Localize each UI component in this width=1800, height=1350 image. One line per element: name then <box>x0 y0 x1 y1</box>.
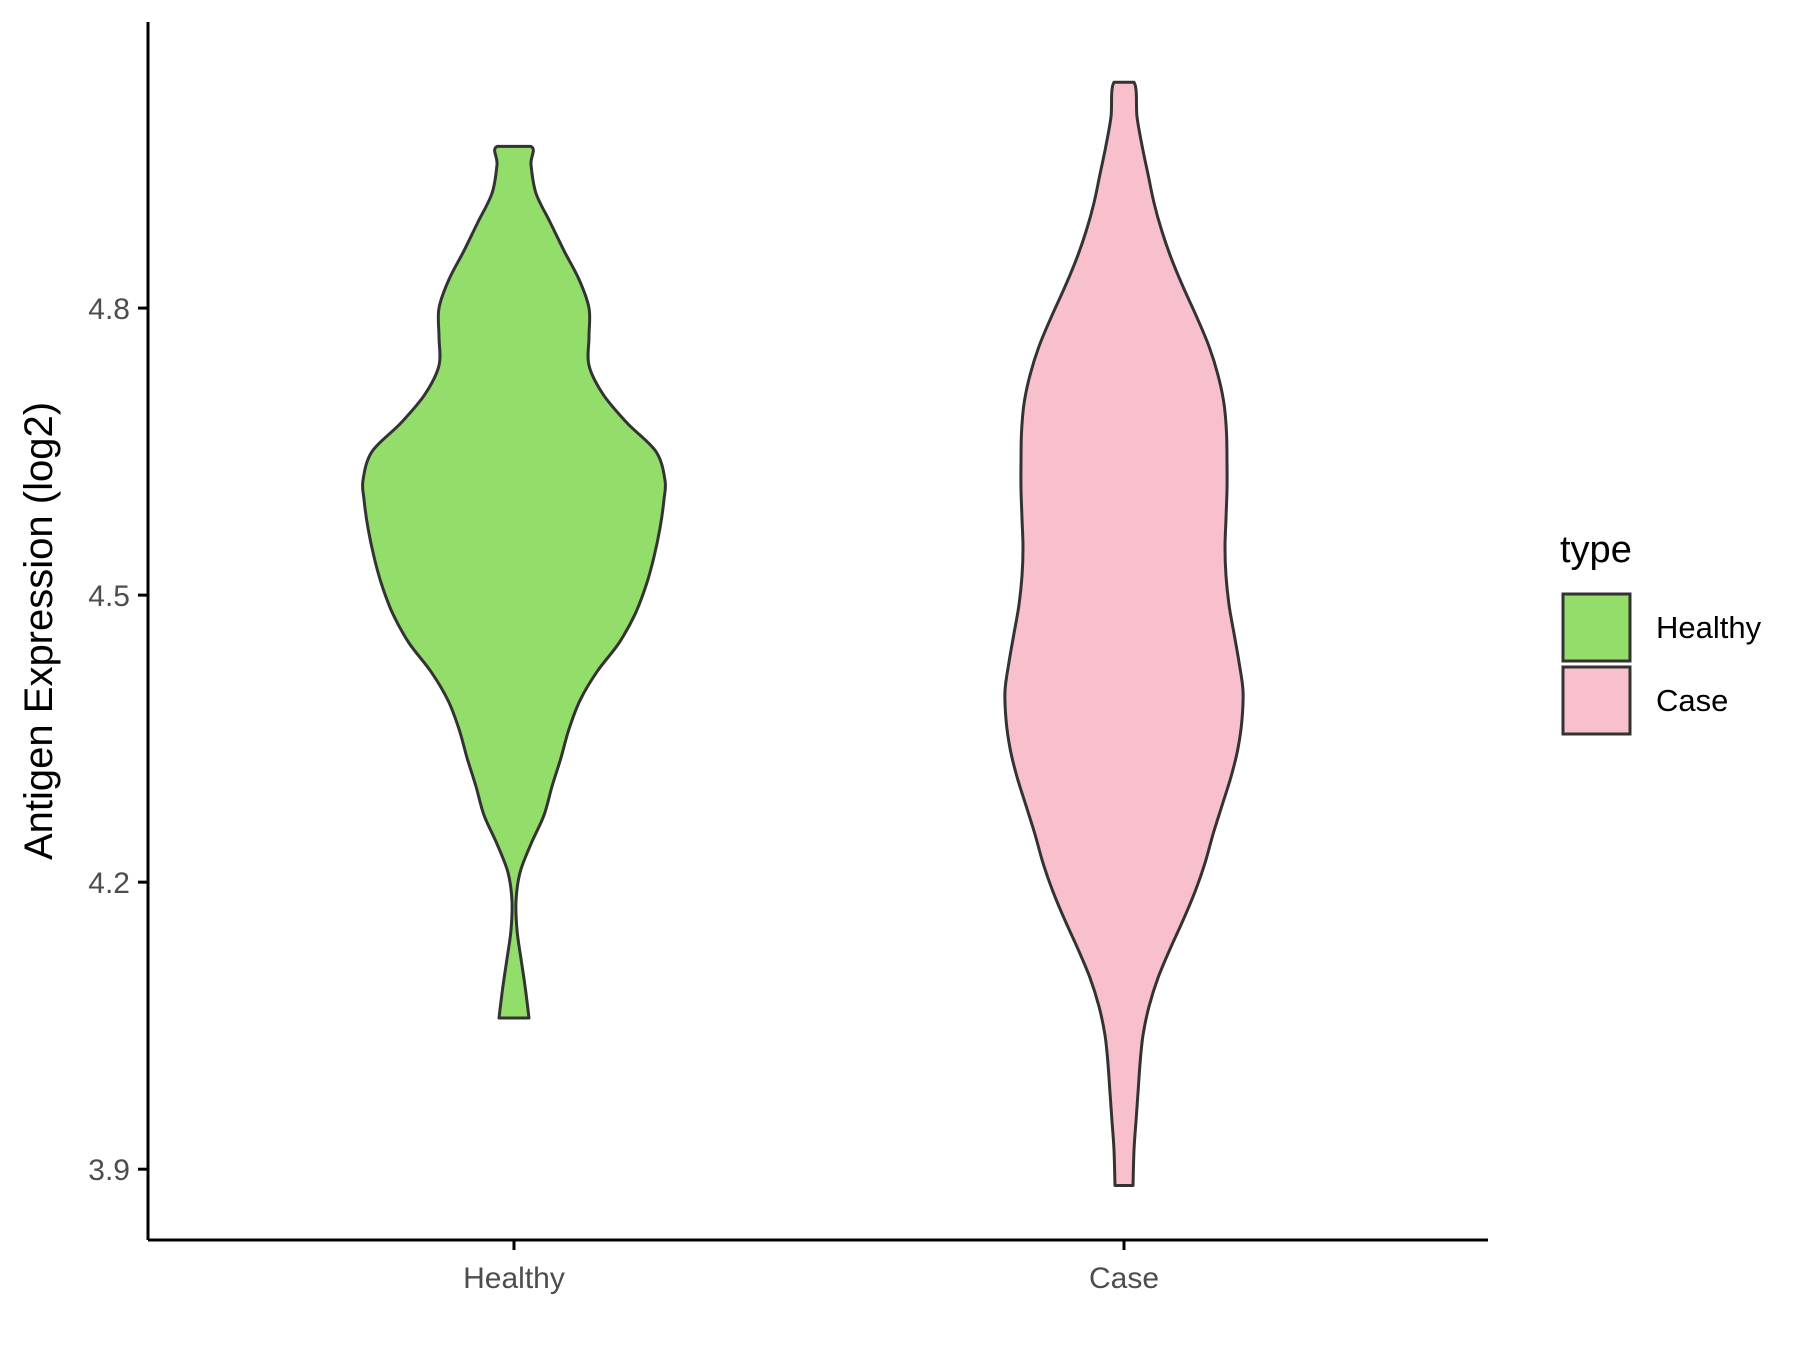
legend-title: type <box>1560 529 1632 571</box>
legend: type Healthy Case <box>1560 529 1762 736</box>
legend-label-case: Case <box>1656 683 1728 718</box>
y-tick-label: 4.2 <box>88 867 130 900</box>
y-axis-title: Antigen Expression (log2) <box>17 402 61 860</box>
legend-swatch-healthy <box>1561 592 1632 663</box>
legend-items: Healthy Case <box>1561 592 1762 736</box>
x-ticks: Healthy Case <box>463 1240 1159 1295</box>
legend-swatch-case <box>1561 665 1632 736</box>
violin-case <box>1003 80 1245 1187</box>
y-tick-label: 4.8 <box>88 293 130 326</box>
violins <box>360 80 1245 1187</box>
violin-healthy <box>360 144 668 1020</box>
y-tick-label: 4.5 <box>88 580 130 613</box>
x-tick-label: Case <box>1089 1262 1159 1295</box>
y-tick-label: 3.9 <box>88 1154 130 1187</box>
legend-label-healthy: Healthy <box>1656 610 1762 645</box>
y-ticks: 3.9 4.2 4.5 4.8 <box>88 293 148 1187</box>
x-tick-label: Healthy <box>463 1262 565 1295</box>
